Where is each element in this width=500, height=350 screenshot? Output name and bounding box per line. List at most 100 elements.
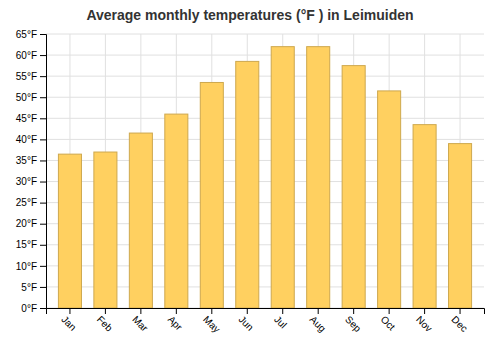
bar (236, 61, 259, 308)
bar (94, 152, 117, 308)
tick-label: 15°F (16, 239, 37, 250)
tick: 65°F (16, 29, 46, 40)
y-axis: 0°F 5°F 10°F 15°F 20°F 25°F 30°F 35°F 40°F 45°F 50… (16, 29, 47, 314)
tick: May (201, 308, 222, 335)
tick: 45°F (16, 113, 46, 124)
tick-mark (40, 76, 46, 77)
tick: 30°F (16, 176, 46, 187)
tick-mark (140, 308, 141, 314)
tick-mark (40, 97, 46, 98)
tick-label: 30°F (16, 176, 37, 187)
tick-label: 65°F (16, 29, 37, 40)
tick: Mar (130, 308, 150, 334)
tick: 0°F (21, 303, 46, 314)
tick-label: 55°F (16, 71, 37, 82)
grid-line (46, 76, 484, 77)
tick: 60°F (16, 50, 46, 61)
tick-label: 35°F (16, 155, 37, 166)
grid-line (46, 34, 484, 35)
tick-mark (282, 308, 283, 314)
tick-label: May (201, 314, 222, 335)
tick: Oct (379, 308, 398, 333)
bar (165, 114, 188, 308)
tick-label: Jul (272, 314, 289, 331)
tick-mark (176, 308, 177, 314)
tick: 25°F (16, 197, 46, 208)
tick: 50°F (16, 92, 46, 103)
bar (378, 91, 401, 308)
bar (200, 82, 223, 308)
tick: Jun (237, 308, 256, 333)
title: Average monthly temperatures (°F ) in Le… (86, 7, 413, 23)
tick-mark (424, 308, 425, 314)
tick-mark (353, 308, 354, 314)
tick-label: 45°F (16, 113, 37, 124)
grid-line (46, 55, 484, 56)
grid (46, 34, 484, 308)
tick: 35°F (16, 155, 46, 166)
tick-mark (40, 118, 46, 119)
tick-label: 50°F (16, 92, 37, 103)
grid-line (46, 97, 484, 98)
bar (271, 47, 294, 308)
tick-label: 5°F (21, 282, 37, 293)
tick: Jul (272, 308, 289, 330)
plot: 0°F 5°F 10°F 15°F 20°F 25°F 30°F 35°F 40°F 45°F 50… (16, 29, 485, 335)
tick: 40°F (16, 134, 46, 145)
tick-label: 0°F (21, 303, 37, 314)
tick-mark (40, 203, 46, 204)
tick: 20°F (16, 218, 46, 229)
tick: Feb (95, 308, 115, 334)
bar (342, 66, 365, 308)
tick-label: 10°F (16, 261, 37, 272)
tick-mark (460, 308, 461, 314)
tick-label: Dec (449, 314, 469, 334)
tick-mark (40, 139, 46, 140)
tick-mark (40, 266, 46, 267)
tick-mark (389, 308, 390, 314)
tick: Sep (343, 308, 364, 334)
tick-label: 25°F (16, 197, 37, 208)
tick: 55°F (16, 71, 46, 82)
tick-mark (247, 308, 248, 314)
tick-label: Nov (414, 314, 434, 334)
tick: 10°F (16, 261, 46, 272)
tick: Jan (59, 308, 78, 333)
tick-mark (69, 308, 70, 314)
tick-label: 20°F (16, 218, 37, 229)
tick-label: Jun (237, 314, 256, 333)
tick-label: Oct (379, 314, 398, 333)
bar (307, 47, 330, 308)
chart: Average monthly temperatures (°F ) in Le… (0, 0, 500, 350)
tick-label: Sep (343, 314, 364, 335)
tick-mark (40, 287, 46, 288)
tick: 5°F (21, 282, 46, 293)
tick: 15°F (16, 239, 46, 250)
tick: Aug (308, 308, 328, 334)
bars (58, 47, 471, 308)
tick: Apr (166, 308, 185, 333)
tick-mark (40, 224, 46, 225)
tick-mark (40, 160, 46, 161)
tick-mark (211, 308, 212, 314)
tick-mark (40, 55, 46, 56)
tick-mark (40, 308, 46, 309)
tick-mark (40, 34, 46, 35)
tick-label: Mar (130, 314, 150, 334)
axis-line (47, 309, 485, 315)
tick-label: Apr (166, 314, 185, 333)
tick-label: 40°F (16, 134, 37, 145)
tick-label: Jan (59, 314, 78, 333)
x-axis: Jan Feb Mar Apr May Jun Jul Aug Sep Oct Nov Dec (47, 308, 485, 335)
bar (129, 133, 152, 308)
tick-label: Aug (308, 314, 328, 334)
tick-label: 60°F (16, 50, 37, 61)
grid-line (46, 118, 484, 119)
bar (413, 125, 436, 308)
tick: Dec (449, 308, 469, 334)
bar (58, 154, 81, 308)
tick-mark (40, 182, 46, 183)
axis-line (40, 35, 47, 309)
tick-label: Feb (95, 314, 115, 334)
tick-mark (40, 245, 46, 246)
